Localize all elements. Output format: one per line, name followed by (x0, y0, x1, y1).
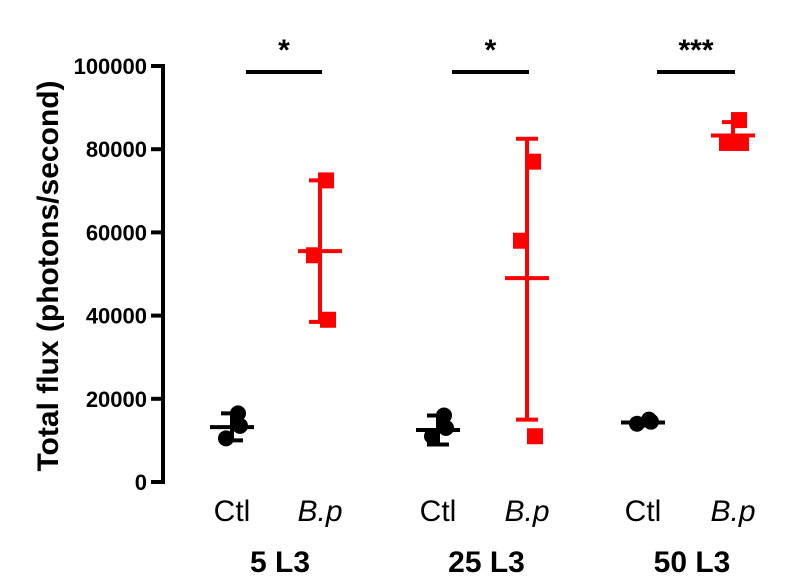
y-tick-label: 100000 (74, 54, 147, 79)
group-label: 25 L3 (448, 546, 525, 579)
group: Ctl B.p 25 L3 * (416, 34, 550, 579)
data-point (232, 417, 248, 434)
y-tick-label: 80000 (86, 137, 147, 162)
data-point (629, 415, 645, 432)
data-point (719, 134, 735, 151)
significance-stars: * (485, 34, 497, 67)
condition-label: Ctl (214, 495, 251, 528)
data-point (527, 428, 543, 445)
condition-label: Ctl (420, 495, 457, 528)
condition-label: B.p (504, 495, 549, 528)
data-point (731, 112, 747, 129)
group: Ctl B.p 50 L3 *** (621, 34, 756, 579)
data-point (525, 153, 541, 170)
y-tick-label: 20000 (86, 387, 147, 412)
y-axis-label: Total flux (photons/second) (32, 80, 65, 471)
data-point (513, 232, 529, 249)
data-point (643, 413, 659, 430)
y-tick-label: 40000 (86, 304, 147, 329)
data-layer: Ctl B.p 5 L3 * Ctl B.p 25 L3 * Ctl B.p 50 L3 *** (210, 34, 756, 579)
significance-stars: * (278, 34, 290, 67)
data-point (320, 311, 336, 328)
group-label: 5 L3 (250, 546, 310, 579)
y-tick-label: 0 (135, 470, 147, 495)
group-label: 50 L3 (654, 546, 731, 579)
data-point (733, 134, 749, 151)
data-point (424, 428, 440, 445)
data-point (306, 247, 322, 264)
condition-label: B.p (297, 495, 342, 528)
data-point (438, 419, 454, 436)
condition-label: B.p (710, 495, 755, 528)
y-tick-label: 60000 (86, 220, 147, 245)
data-point (436, 407, 452, 424)
data-point (218, 430, 234, 447)
y-axis: 0 20000 40000 60000 80000 100000 (74, 54, 165, 495)
group: Ctl B.p 5 L3 * (210, 34, 343, 579)
significance-stars: *** (678, 34, 713, 67)
condition-label: Ctl (625, 495, 662, 528)
data-point (318, 172, 334, 189)
data-point (230, 405, 246, 422)
